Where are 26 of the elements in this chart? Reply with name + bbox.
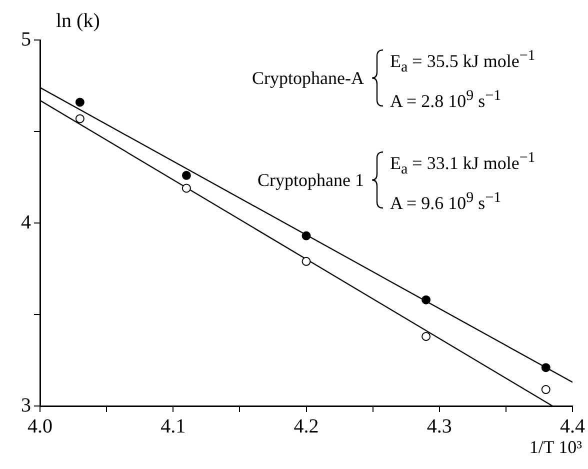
x-axis-title: 1/T 10³ xyxy=(529,437,582,458)
x-tick-label: 4.2 xyxy=(294,415,319,438)
point xyxy=(541,363,550,372)
annotation: A = 9.6 10$^{9}$ s$^{−1}$ xyxy=(390,188,502,215)
point xyxy=(422,295,431,304)
y-tick-label: 5 xyxy=(21,28,31,50)
annotation: E$_{a}$ = 35.5 kJ mole$^{−1}$ xyxy=(390,47,536,78)
x-tick-label: 4.4 xyxy=(560,415,585,438)
annotation: A = 2.8 10$^{9}$ s$^{−1}$ xyxy=(390,86,502,113)
y-tick-label: 3 xyxy=(21,394,31,416)
point xyxy=(541,385,550,394)
point xyxy=(302,256,311,266)
point xyxy=(422,332,431,341)
y-axis-title: ln (k) xyxy=(56,10,100,33)
point xyxy=(75,98,84,107)
y-tick-label: 4 xyxy=(21,211,31,234)
x-tick-label: 4.3 xyxy=(426,415,452,438)
point xyxy=(182,184,191,193)
annotation: E$_{a}$ = 33.1 kJ mole$^{−1}$ xyxy=(390,149,536,180)
point xyxy=(302,231,311,240)
annotation: Cryptophane-A xyxy=(251,68,364,89)
point xyxy=(182,170,191,180)
x-tick-label: 4.1 xyxy=(160,415,186,438)
annotation: Cryptophane 1 xyxy=(256,170,364,191)
point xyxy=(75,114,84,124)
x-tick-label: 4.0 xyxy=(28,415,52,438)
